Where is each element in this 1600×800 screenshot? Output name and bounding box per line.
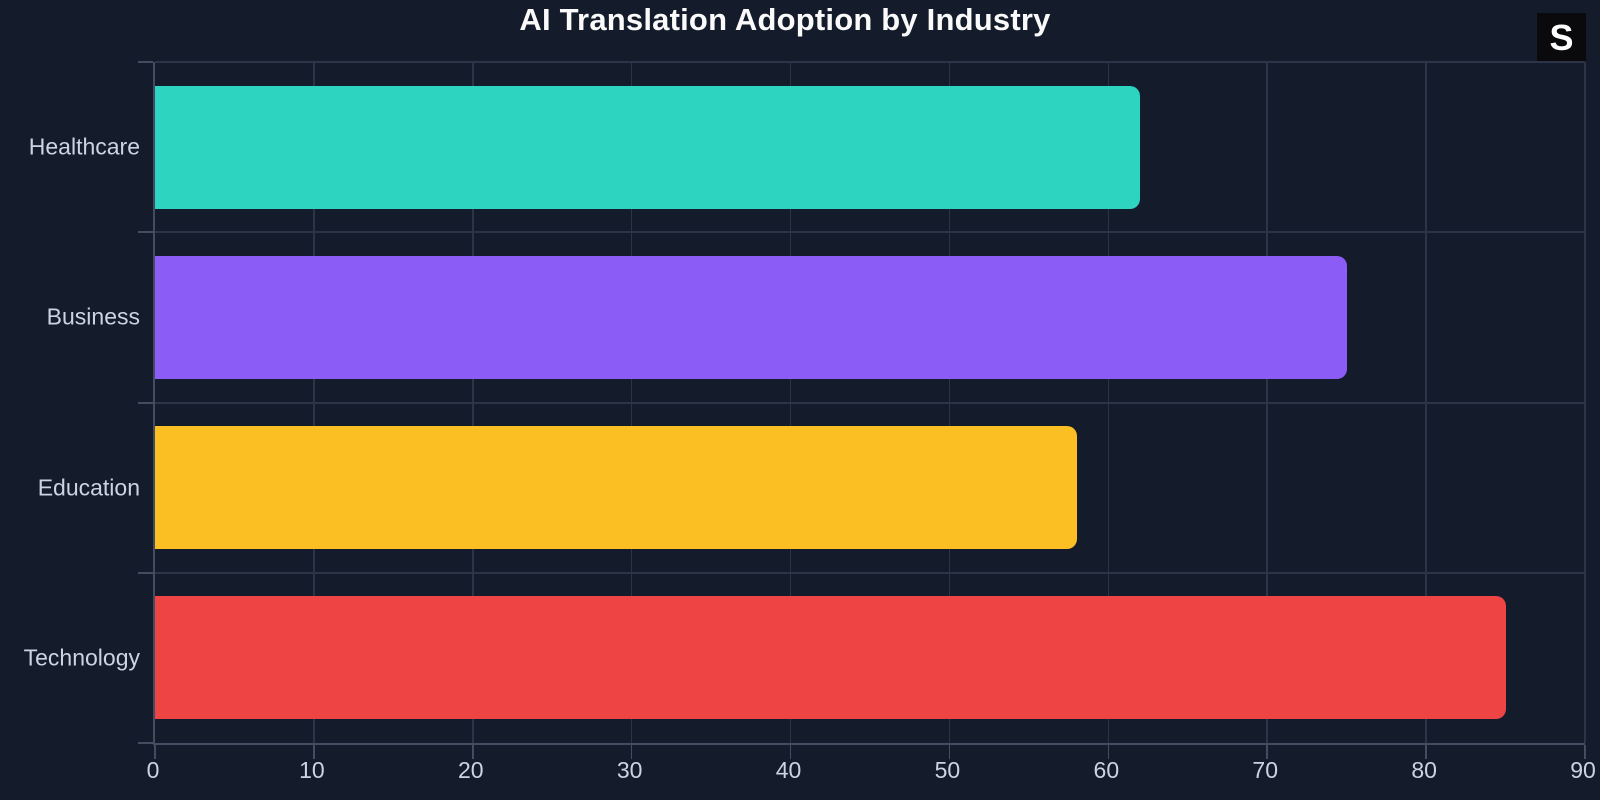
gridline-y-1: [155, 231, 1585, 233]
x-axis-tick-labels: 0 10 20 30 40 50 60 70 80 90: [147, 757, 1596, 789]
x-tick-40: [789, 745, 792, 759]
category-label-healthcare: Healthcare: [28, 133, 140, 160]
x-tick-70: [1266, 745, 1268, 759]
x-tick-label-40: 40: [775, 757, 802, 783]
category-label-technology: Technology: [23, 644, 140, 671]
x-tick-10: [313, 745, 315, 759]
x-tick-30: [630, 745, 633, 759]
bar-education: [155, 426, 1077, 549]
x-tick-0: [154, 745, 156, 759]
gridline-x-90: [1584, 62, 1586, 743]
x-tick-label-10: 10: [299, 757, 325, 783]
gridline-y-3: [155, 572, 1585, 574]
y-axis-labels: Healthcare Business Education Technology: [0, 62, 140, 743]
y-tick-4: [138, 742, 153, 744]
bar-technology: [155, 596, 1506, 719]
x-tick-label-30: 30: [616, 757, 643, 783]
x-tick-label-20: 20: [457, 757, 484, 783]
x-tick-label-50: 50: [934, 757, 961, 783]
x-tick-label-0: 0: [146, 757, 160, 783]
category-label-business: Business: [46, 303, 140, 330]
category-label-education: Education: [37, 474, 140, 501]
y-tick-0: [138, 61, 153, 63]
x-tick-80: [1425, 745, 1427, 759]
y-tick-3: [138, 572, 153, 574]
x-tick-60: [1107, 745, 1110, 759]
x-tick-label-80: 80: [1411, 757, 1437, 783]
x-tick-50: [948, 745, 951, 759]
y-tick-1: [138, 231, 153, 233]
y-tick-2: [138, 402, 153, 404]
x-tick-label-60: 60: [1093, 757, 1120, 783]
bar-business: [155, 256, 1347, 379]
gridline-y-0: [155, 61, 1585, 63]
gridline-y-2: [155, 402, 1585, 404]
chart-title: AI Translation Adoption by Industry: [519, 2, 1051, 37]
plot-area: [138, 61, 1586, 759]
s-badge[interactable]: S: [1537, 13, 1586, 62]
x-tick-20: [472, 745, 474, 759]
x-tick-90: [1584, 745, 1586, 759]
bar-healthcare: [155, 86, 1140, 209]
x-tick-label-90: 90: [1570, 757, 1596, 783]
x-tick-label-70: 70: [1252, 757, 1279, 783]
